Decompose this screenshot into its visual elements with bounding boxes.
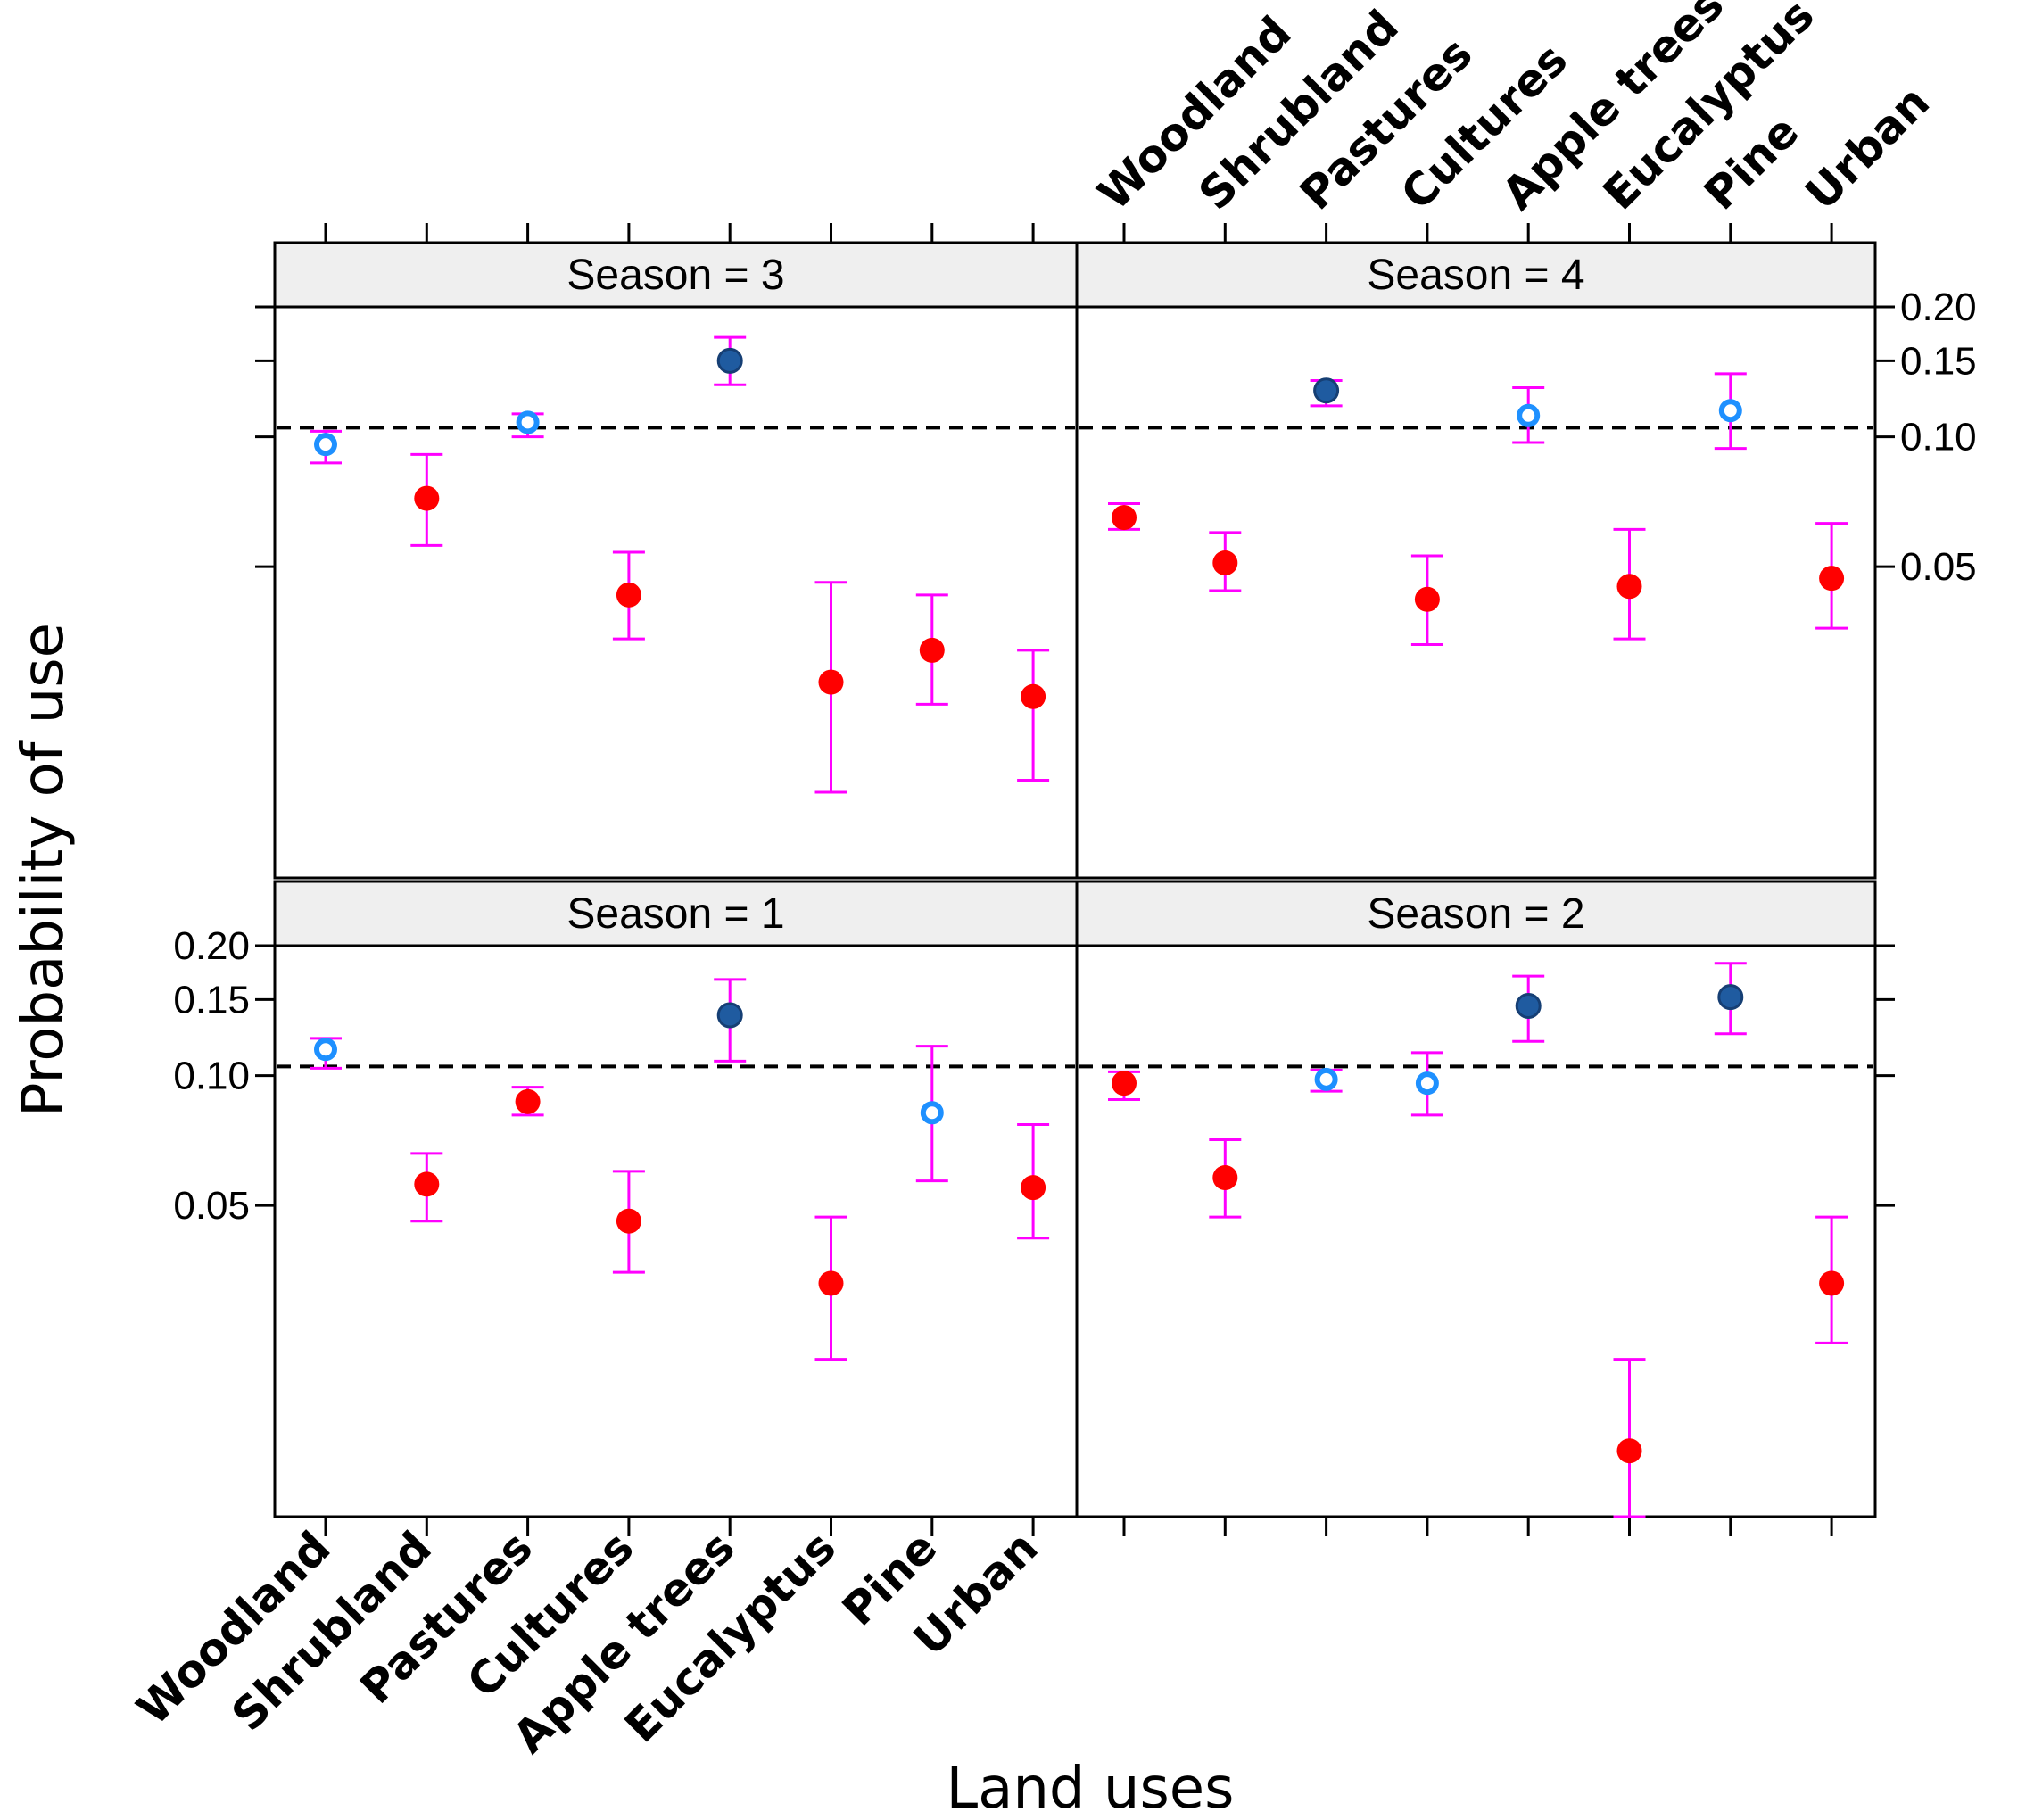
- y-tick-label: 0.05: [1900, 545, 1977, 589]
- data-point-avoided: [1819, 566, 1845, 592]
- panel-frame: [273, 944, 1079, 1518]
- data-point-selected: [1313, 377, 1340, 404]
- data-point-neutral: [920, 1101, 944, 1125]
- axes-layer: Season = 3 Season = 4 Season = 1 Season = 2…: [127, 0, 1976, 1763]
- data-point-avoided: [414, 1171, 440, 1197]
- data-point-selected: [716, 347, 743, 374]
- data-point-avoided: [1112, 505, 1137, 531]
- y-tick-label: 0.20: [1900, 285, 1977, 329]
- data-point-neutral: [314, 1038, 337, 1062]
- data-point-avoided: [1112, 1071, 1137, 1096]
- x-tick-label: Urban: [1796, 76, 1939, 219]
- panel-frame: [273, 305, 1079, 880]
- data-point-avoided: [1212, 1165, 1238, 1191]
- strip-label: Season = 2: [1367, 890, 1584, 938]
- strip-background: [273, 241, 1079, 309]
- data-point-avoided: [616, 1208, 641, 1234]
- y-tick-label: 0.10: [1900, 416, 1977, 459]
- data-point-neutral: [1415, 1071, 1439, 1096]
- y-axis-title: Probability of use: [11, 623, 77, 1117]
- y-tick-label: 0.05: [173, 1184, 250, 1228]
- x-axis-title: Land uses: [946, 1756, 1234, 1820]
- data-point-avoided: [1819, 1270, 1845, 1296]
- data-point-avoided: [616, 582, 641, 608]
- data-point-neutral: [516, 410, 540, 434]
- y-tick-label: 0.10: [173, 1055, 250, 1098]
- strip-background: [1075, 880, 1877, 947]
- data-point-avoided: [1021, 1175, 1046, 1201]
- data-point-avoided: [1212, 550, 1238, 576]
- data-point-avoided: [818, 669, 844, 695]
- data-point-selected: [1717, 984, 1744, 1011]
- data-point-avoided: [515, 1088, 541, 1114]
- strip-background: [1075, 241, 1877, 309]
- data-point-neutral: [1314, 1067, 1338, 1091]
- data-point-avoided: [414, 485, 440, 511]
- data-point-selected: [1515, 993, 1542, 1020]
- data-point-neutral: [314, 433, 337, 457]
- data-point-avoided: [1616, 574, 1642, 600]
- data-point-neutral: [1718, 399, 1742, 423]
- y-tick-label: 0.15: [1900, 339, 1977, 383]
- strip-label: Season = 1: [566, 890, 784, 938]
- strip-label: Season = 3: [566, 252, 784, 299]
- panel-frame: [1075, 305, 1877, 880]
- data-point-avoided: [818, 1270, 844, 1296]
- data-point-avoided: [919, 637, 945, 663]
- data-point-neutral: [1517, 403, 1541, 427]
- data-point-avoided: [1021, 683, 1046, 709]
- data-point-selected: [716, 1002, 743, 1029]
- y-tick-label: 0.20: [173, 924, 250, 968]
- panel-frame: [1075, 944, 1877, 1518]
- data-point-avoided: [1616, 1438, 1642, 1464]
- y-tick-label: 0.15: [173, 978, 250, 1022]
- marks-layer: [277, 335, 1873, 1518]
- data-point-avoided: [1414, 586, 1440, 612]
- strip-label: Season = 4: [1367, 252, 1584, 299]
